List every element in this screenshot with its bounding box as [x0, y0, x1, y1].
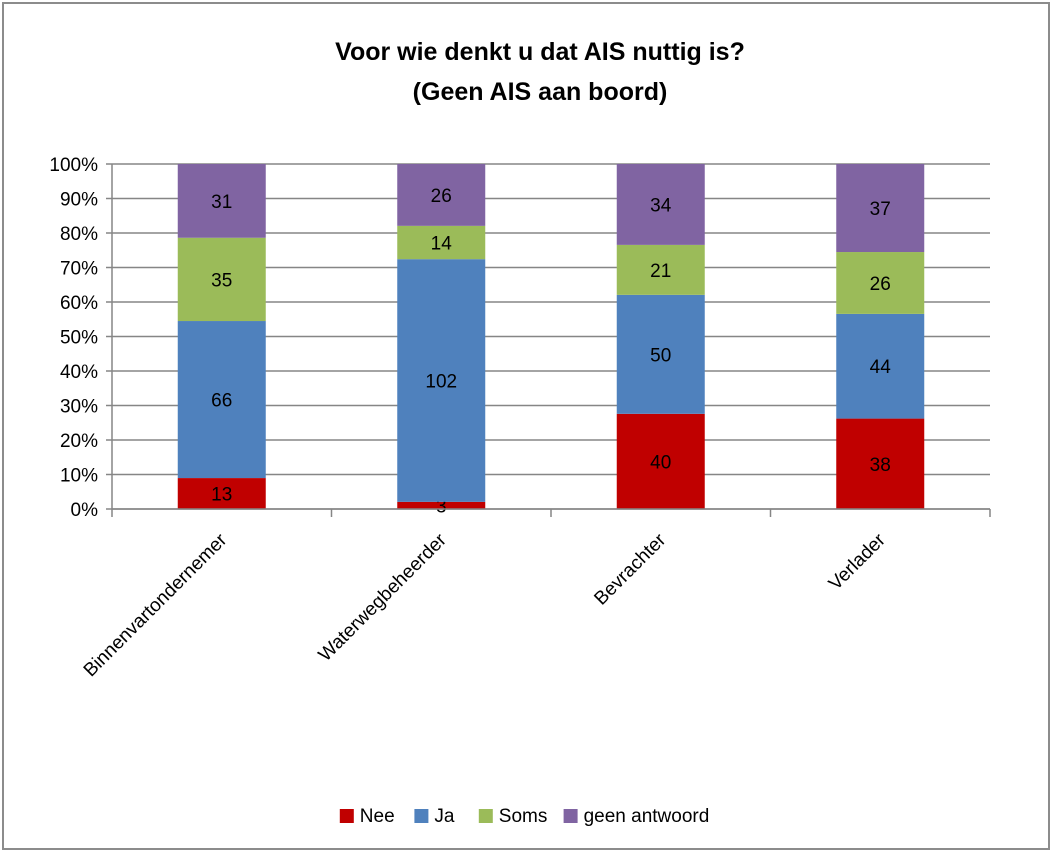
bar-segment [836, 164, 925, 253]
legend-swatch [478, 809, 493, 823]
y-tick-label: 100% [49, 155, 98, 176]
bar-segment [177, 237, 266, 322]
bar-segment [397, 259, 486, 502]
data-label: 35 [211, 270, 232, 291]
bar-segment [616, 164, 705, 245]
data-label: 31 [211, 192, 232, 213]
y-tick-label: 90% [60, 190, 98, 211]
data-label: 34 [650, 195, 672, 216]
bar-segment [616, 294, 705, 414]
y-tick-label: 50% [60, 328, 98, 349]
x-category-label: Bevrachter [590, 529, 670, 609]
data-label: 40 [650, 452, 671, 473]
data-label: 50 [650, 345, 671, 366]
bar-segment [177, 478, 266, 509]
data-label: 37 [870, 199, 891, 220]
data-label: 26 [870, 274, 891, 295]
category-labels: Binnenvartondernemer Waterwegbeheerder Bev… [80, 529, 890, 681]
bar-segment [177, 321, 266, 479]
data-label: 14 [431, 234, 453, 255]
y-tick-label: 10% [60, 466, 98, 487]
y-tick-label: 0% [71, 500, 99, 521]
bar-segment [616, 244, 705, 295]
data-label: 66 [211, 391, 232, 412]
legend-swatch [563, 809, 578, 823]
x-category-label: Verlader [825, 529, 890, 594]
bar-segment [397, 225, 486, 260]
bars: 13 66 35 31 3 102 14 26 40 50 21 34 38 44 26 37 [177, 164, 925, 517]
legend-swatch [414, 809, 429, 823]
data-label: 44 [870, 357, 892, 378]
bar-segment [836, 313, 925, 419]
legend-label: geen antwoord [584, 806, 710, 827]
x-axis [111, 164, 991, 517]
data-label: 21 [650, 261, 671, 282]
data-label: 13 [211, 485, 232, 506]
y-tick-label: 60% [60, 293, 98, 314]
chart-title: Voor wie denkt u dat AIS nuttig is? [335, 38, 745, 66]
x-category-label: Waterwegbeheerder [315, 529, 452, 666]
data-label: 26 [431, 186, 452, 207]
legend-label: Ja [434, 806, 455, 827]
legend-label: Soms [499, 806, 548, 827]
y-tick-label: 30% [60, 397, 98, 418]
y-tick-label: 40% [60, 362, 98, 383]
data-label: 3 [436, 496, 447, 517]
bar-segment [616, 413, 705, 509]
x-category-label: Binnenvartondernemer [80, 529, 232, 681]
y-tick-label: 20% [60, 431, 98, 452]
bar-segment [397, 501, 486, 509]
y-tick-label: 80% [60, 224, 98, 245]
chart-subtitle: (Geen AIS aan boord) [413, 78, 668, 106]
bar-segment [177, 164, 266, 238]
data-label: 38 [870, 455, 891, 476]
y-axis-ticks: 0% 10% 20% 30% 40% 50% 60% 70% 80% 90% 100% [49, 155, 112, 521]
data-label: 102 [425, 372, 457, 393]
bar-segment [836, 252, 925, 314]
y-tick-label: 70% [60, 259, 98, 280]
bar-segment [397, 164, 486, 226]
legend: Nee Ja Soms geen antwoord [339, 806, 710, 827]
legend-swatch [339, 809, 354, 823]
bar-segment [836, 418, 925, 509]
legend-label: Nee [360, 806, 395, 827]
